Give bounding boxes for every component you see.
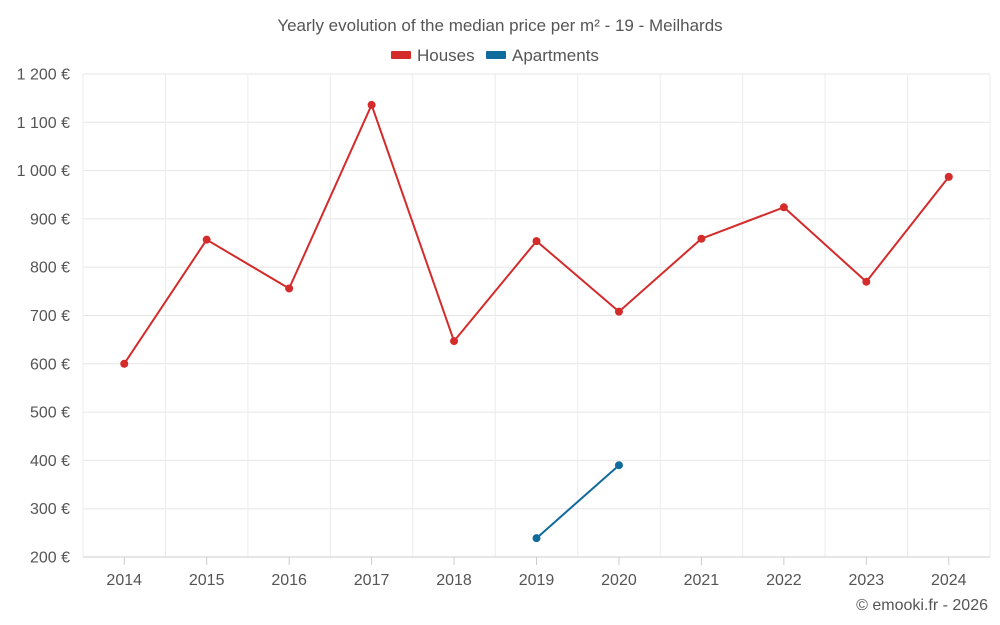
x-axis: 2014 2015 2016 2017 2018 2019 2020 2021 2022 2023… — [83, 556, 990, 589]
x-tick-label: 2023 — [849, 572, 885, 589]
y-axis: 200 € 300 € 400 € 500 € 600 € 700 € 800 € 900 €… — [17, 67, 70, 567]
data-point-houses[interactable] — [120, 359, 129, 368]
x-tick-label: 2020 — [601, 572, 637, 589]
data-point-houses[interactable] — [697, 234, 706, 243]
data-point-houses[interactable] — [944, 172, 953, 181]
x-tick-label: 2016 — [271, 572, 307, 589]
data-point-houses[interactable] — [450, 337, 459, 346]
data-point-houses[interactable] — [532, 237, 541, 246]
x-tick-label: 2019 — [519, 572, 555, 589]
y-tick-label: 900 € — [30, 211, 70, 228]
x-tick-label: 2015 — [189, 572, 225, 589]
credit: © emooki.fr - 2026 — [856, 597, 988, 614]
x-tick-label: 2021 — [684, 572, 720, 589]
y-tick-label: 700 € — [30, 308, 70, 325]
y-tick-label: 300 € — [30, 501, 70, 518]
data-point-houses[interactable] — [367, 100, 376, 109]
x-tick-label: 2022 — [766, 572, 802, 589]
x-tick-label: 2024 — [931, 572, 967, 589]
data-point-houses[interactable] — [614, 307, 623, 316]
legend-label-houses[interactable]: Houses — [417, 46, 475, 65]
y-tick-label: 1 000 € — [17, 163, 70, 180]
data-point-houses[interactable] — [202, 235, 211, 244]
legend-swatch-apartments — [486, 51, 506, 59]
legend-swatch-houses — [391, 51, 411, 59]
data-point-houses[interactable] — [779, 203, 788, 212]
x-tick-label: 2018 — [436, 572, 472, 589]
legend: Houses Apartments — [391, 46, 599, 65]
data-point-apartments[interactable] — [532, 534, 541, 543]
x-tick-label: 2014 — [106, 572, 142, 589]
y-tick-label: 500 € — [30, 405, 70, 422]
series-line-apartments — [535, 464, 620, 539]
x-tick-label: 2017 — [354, 572, 390, 589]
data-point-houses[interactable] — [862, 277, 871, 286]
data-point-houses[interactable] — [285, 284, 294, 293]
y-tick-label: 1 200 € — [17, 67, 70, 84]
grid — [82, 73, 991, 558]
legend-label-apartments[interactable]: Apartments — [512, 46, 599, 65]
series-layer — [120, 100, 953, 543]
y-tick-label: 400 € — [30, 453, 70, 470]
y-tick-label: 800 € — [30, 260, 70, 277]
y-tick-label: 200 € — [30, 550, 70, 567]
data-point-apartments[interactable] — [614, 461, 623, 470]
chart-title: Yearly evolution of the median price per… — [277, 16, 722, 35]
y-tick-label: 1 100 € — [17, 115, 70, 132]
y-tick-label: 600 € — [30, 356, 70, 373]
